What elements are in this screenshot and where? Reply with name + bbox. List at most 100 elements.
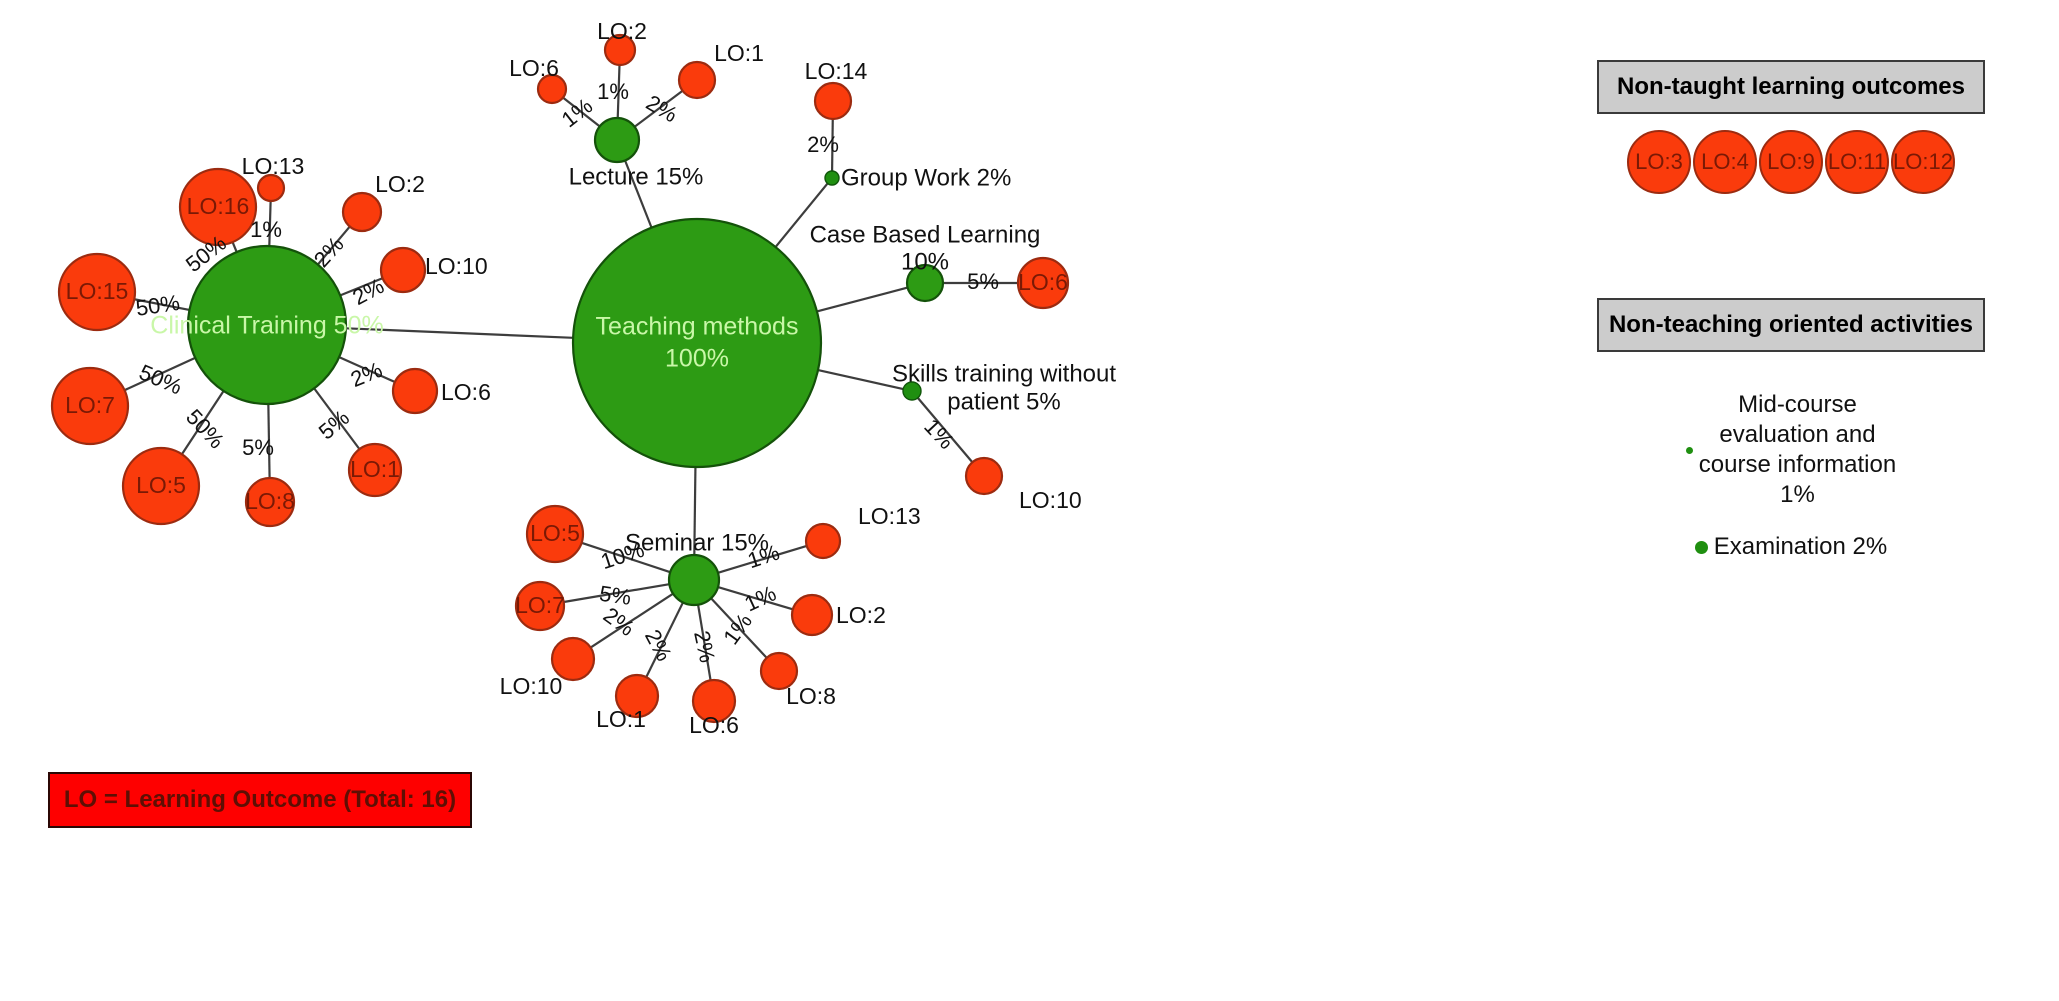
non-teaching-panel-body: Mid-course evaluation and course informati… xyxy=(1597,352,1985,562)
label-clinical-lo10-7: LO:10 xyxy=(425,253,488,279)
label-seminar-lo6-4: LO:6 xyxy=(689,712,739,738)
label-clinical-lo1-5: LO:1 xyxy=(350,456,400,482)
edge-clinical-lo10-7 xyxy=(339,277,384,297)
label-case-based-lo6-0: LO:6 xyxy=(1018,269,1068,295)
node-clinical-training[interactable] xyxy=(186,244,348,406)
learning-outcome-legend-box: LO = Learning Outcome (Total: 16) xyxy=(48,772,472,828)
non-taught-outcome-chip-4[interactable]: LO:12 xyxy=(1891,130,1955,194)
edge-clinical-lo13-9 xyxy=(268,200,272,247)
node-seminar-lo2-6[interactable] xyxy=(790,593,834,637)
node-lecture-lo6-0[interactable] xyxy=(536,73,568,105)
label-seminar-lo5-0: LO:5 xyxy=(530,520,580,546)
root-label-line2: 100% xyxy=(665,345,729,373)
node-skills-lo10-0[interactable] xyxy=(964,456,1004,496)
node-clinical-lo13-9[interactable] xyxy=(256,173,286,203)
edge-root-group-work xyxy=(774,182,829,248)
edge-skills-lo10-0 xyxy=(916,397,974,463)
non-taught-outcome-chip-3[interactable]: LO:11 xyxy=(1825,130,1889,194)
edge-clinical-lo1-5 xyxy=(313,387,361,450)
weight-seminar-6: 1% xyxy=(741,580,780,616)
edge-seminar-lo2-6 xyxy=(717,586,794,611)
root-label-line1: Teaching methods xyxy=(596,313,799,341)
edge-root-lecture xyxy=(624,160,653,229)
edge-clinical-lo6-6 xyxy=(338,356,396,384)
weight-skills-0: 1% xyxy=(919,414,959,454)
node-skills-training[interactable] xyxy=(902,381,922,401)
non-taught-outcome-chip-1[interactable]: LO:4 xyxy=(1693,130,1757,194)
label-clinical-lo8-4: LO:8 xyxy=(245,488,295,514)
edge-root-skills xyxy=(817,368,904,391)
node-clinical-lo15-1[interactable] xyxy=(57,252,137,332)
node-case-based-learning[interactable] xyxy=(905,263,945,303)
activity-bullet-icon-0 xyxy=(1685,446,1693,454)
label-seminar-lo7-1: LO:7 xyxy=(515,592,565,618)
edge-seminar-lo7-1 xyxy=(563,583,670,604)
non-taught-outcome-chip-2[interactable]: LO:9 xyxy=(1759,130,1823,194)
edge-lecture-lo2-1 xyxy=(616,64,621,119)
node-seminar-lo8-5[interactable] xyxy=(759,651,799,691)
edge-clinical-lo2-8 xyxy=(316,225,351,266)
node-clinical-lo6-6[interactable] xyxy=(391,367,439,415)
label-skills-line2: patient 5% xyxy=(947,388,1060,415)
node-case-based-lo6-0[interactable] xyxy=(1016,256,1070,310)
non-taught-outcome-chip-row: LO:3 LO:4 LO:9 LO:11 LO:12 xyxy=(1597,130,1985,194)
node-seminar-lo7-1[interactable] xyxy=(514,580,566,632)
node-clinical-lo8-4[interactable] xyxy=(244,476,296,528)
label-lecture-lo2-1: LO:2 xyxy=(597,18,647,44)
edge-root-seminar xyxy=(693,466,697,556)
edge-group-work-lo14-0 xyxy=(830,118,834,172)
node-clinical-lo2-8[interactable] xyxy=(341,191,383,233)
node-seminar-lo1-3[interactable] xyxy=(614,673,660,719)
edge-lecture-lo1-2 xyxy=(633,89,684,128)
label-lecture: Lecture 15% xyxy=(569,163,704,190)
label-seminar: Seminar 15% xyxy=(625,529,769,556)
node-clinical-lo7-2[interactable] xyxy=(50,366,130,446)
node-lecture[interactable] xyxy=(593,116,641,164)
weight-group-work-0: 2% xyxy=(807,132,839,157)
weight-clinical-4: 5% xyxy=(242,435,274,460)
node-seminar-lo10-2[interactable] xyxy=(550,636,596,682)
non-teaching-activities-panel: Non-teaching oriented activities Mid-cou… xyxy=(1597,298,1985,562)
node-layer xyxy=(50,33,1070,724)
label-case-based-line2: 10% xyxy=(901,248,949,275)
node-lecture-lo2-1[interactable] xyxy=(603,33,637,67)
node-seminar-lo13-7[interactable] xyxy=(804,522,842,560)
node-clinical-lo5-3[interactable] xyxy=(121,446,201,526)
non-teaching-activity-row-1: Examination 2% xyxy=(1597,532,1985,562)
edge-seminar-lo5-0 xyxy=(581,541,671,574)
weight-clinical-5: 5% xyxy=(314,405,354,445)
edge-lecture-lo6-0 xyxy=(562,96,601,128)
node-group-work[interactable] xyxy=(824,170,840,186)
non-taught-learning-outcomes-panel: Non-taught learning outcomes LO:3 LO:4 LO:… xyxy=(1597,60,1985,194)
edge-seminar-lo1-3 xyxy=(645,601,684,678)
weight-clinical-1: 50% xyxy=(134,290,181,321)
edge-root-clinical xyxy=(345,327,574,339)
weight-lecture-1: 1% xyxy=(597,79,629,104)
edge-seminar-lo13-7 xyxy=(717,544,808,574)
label-seminar-lo13-7: LO:13 xyxy=(858,503,921,529)
edge-seminar-lo8-5 xyxy=(710,597,768,659)
node-clinical-lo16-0[interactable] xyxy=(178,167,258,247)
label-group-work-lo14-0: LO:14 xyxy=(805,58,868,84)
non-teaching-activity-label-0: Mid-course evaluation and course informati… xyxy=(1698,391,1897,508)
node-teaching-methods[interactable] xyxy=(571,217,823,469)
label-clinical-lo5-3: LO:5 xyxy=(136,472,186,498)
label-seminar-lo8-5: LO:8 xyxy=(786,683,836,709)
label-clinical-lo6-6: LO:6 xyxy=(441,379,491,405)
node-seminar[interactable] xyxy=(667,553,721,607)
node-group-work-lo14-0[interactable] xyxy=(813,81,853,121)
edge-layer xyxy=(124,64,1018,681)
node-seminar-lo5-0[interactable] xyxy=(525,504,585,564)
label-case-based-line1: Case Based Learning xyxy=(810,221,1041,248)
node-seminar-lo6-4[interactable] xyxy=(691,678,737,724)
label-group-work: Group Work 2% xyxy=(841,164,1011,191)
label-clinical-lo2-8: LO:2 xyxy=(375,171,425,197)
weight-seminar-4: 2% xyxy=(689,628,720,664)
label-clinical-lo13-9: LO:13 xyxy=(242,153,305,179)
node-clinical-lo1-5[interactable] xyxy=(347,442,403,498)
node-clinical-lo10-7[interactable] xyxy=(379,246,427,294)
non-taught-outcome-chip-0[interactable]: LO:3 xyxy=(1627,130,1691,194)
edge-seminar-lo6-4 xyxy=(696,604,712,681)
label-skills-lo10-0: LO:10 xyxy=(1019,487,1082,513)
node-lecture-lo1-2[interactable] xyxy=(677,60,717,100)
